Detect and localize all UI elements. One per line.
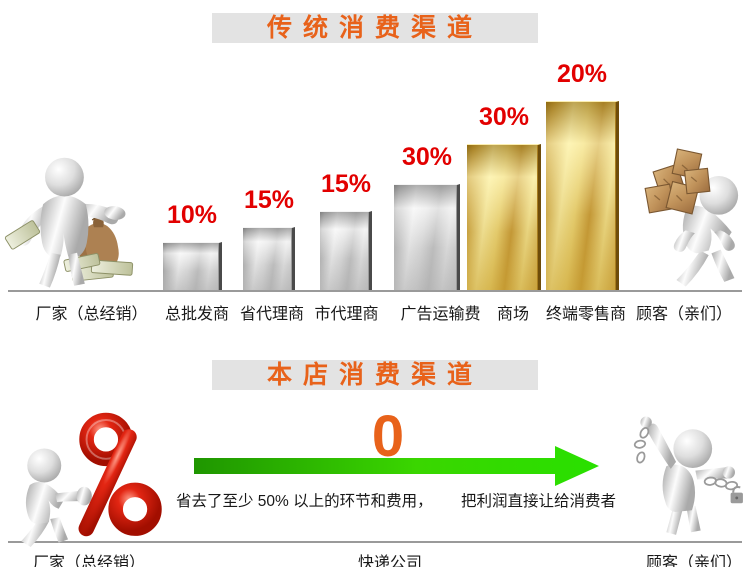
- svg-text:0: 0: [372, 404, 404, 469]
